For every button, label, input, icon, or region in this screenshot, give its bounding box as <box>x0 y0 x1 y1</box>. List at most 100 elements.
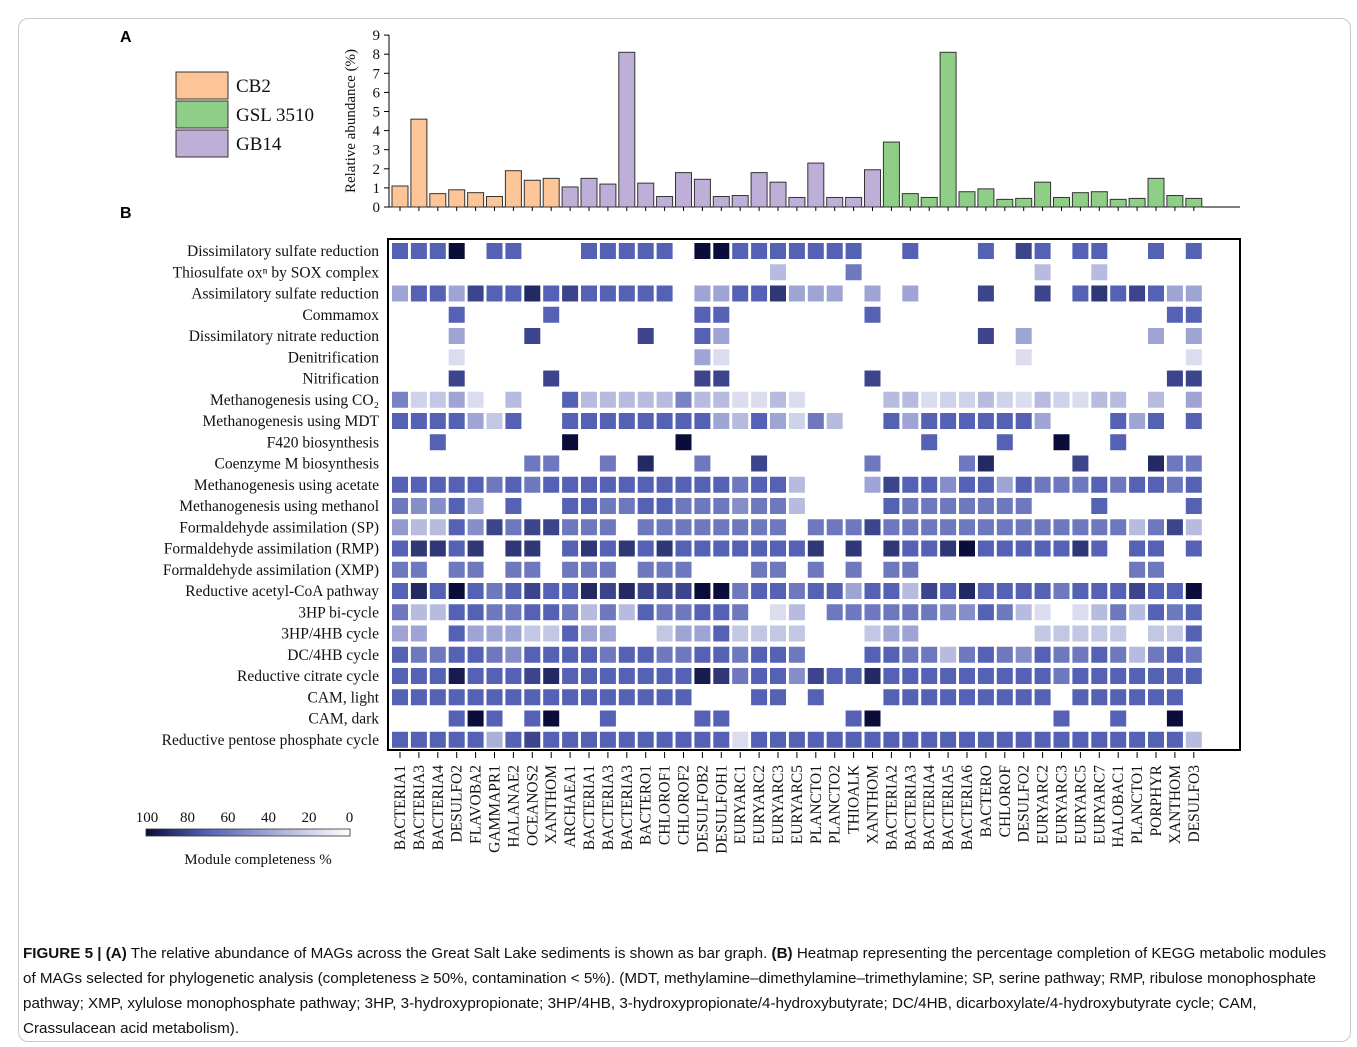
heatmap-cell <box>977 391 994 408</box>
heatmap-cell <box>599 689 616 706</box>
bar-chlorof <box>996 198 1014 208</box>
heatmap-cell <box>543 519 560 536</box>
figure-chart: A B CB2 GSL 3510 GB14 0 1 2 3 4 5 6 7 8 9 Relative abun… <box>120 28 1241 868</box>
legend-swatch <box>175 129 229 158</box>
heatmap-cell <box>959 646 975 663</box>
heatmap-cell <box>732 498 749 514</box>
heatmap-cell <box>694 285 711 302</box>
heatmap-column-label: BACTERIA3 <box>600 765 617 851</box>
heatmap-cell <box>770 476 786 493</box>
heatmap-cell <box>599 646 616 663</box>
heatmap-cell <box>826 285 843 302</box>
heatmap-cell <box>467 519 484 536</box>
heatmap-cell <box>392 625 408 642</box>
heatmap-cell <box>448 583 465 599</box>
heatmap-cell <box>1072 668 1089 684</box>
heatmap-cell <box>807 540 824 557</box>
heatmap-cell <box>1091 646 1108 663</box>
heatmap-cell <box>1166 604 1183 621</box>
heatmap-cell <box>562 498 579 514</box>
heatmap-cell <box>826 731 843 748</box>
heatmap-cell <box>977 243 994 259</box>
heatmap-cell <box>807 689 824 706</box>
heatmap-cell <box>921 604 938 621</box>
heatmap-cell <box>770 646 786 663</box>
panel-label-b: B <box>120 205 132 222</box>
heatmap-cell <box>505 731 522 748</box>
heatmap-cell <box>807 243 824 259</box>
heatmap-cell <box>940 604 957 621</box>
heatmap-cell <box>392 731 408 748</box>
heatmap-cell <box>637 604 654 621</box>
heatmap-cell <box>1129 413 1146 429</box>
bar-plancto1 <box>1128 197 1146 208</box>
heatmap-cell <box>1148 583 1164 599</box>
heatmap-cell <box>1166 519 1183 536</box>
heatmap-cell <box>996 689 1013 706</box>
heatmap-cell <box>392 689 408 706</box>
heatmap-cell <box>1185 583 1202 599</box>
heatmap-column-label: DESULFO2 <box>449 765 466 843</box>
bar-desulfo2 <box>1015 197 1033 208</box>
heatmap-cell <box>505 668 522 684</box>
heatmap-cell <box>637 583 654 599</box>
heatmap-cell <box>788 498 805 514</box>
heatmap-column-label: BACTERO <box>978 765 995 837</box>
heatmap-column-label: DESULFO3 <box>1186 765 1203 843</box>
heatmap-cell <box>770 243 786 259</box>
bar-euryarc3 <box>769 181 787 208</box>
heatmap-cell <box>1091 731 1108 748</box>
heatmap-cell <box>467 710 484 727</box>
heatmap-cell <box>751 243 768 259</box>
heatmap-cell <box>713 519 730 536</box>
heatmap-cell <box>1129 689 1146 706</box>
bar-y-axis-label: Relative abundance (%) <box>343 49 359 193</box>
heatmap-cell <box>429 413 446 429</box>
heatmap-cell <box>807 668 824 684</box>
heatmap-cell <box>599 561 616 578</box>
heatmap-cell <box>694 583 711 599</box>
heatmap-column-label: DESULFOB2 <box>694 765 711 853</box>
heatmap-cell <box>1053 476 1070 493</box>
heatmap-cell <box>864 476 881 493</box>
heatmap-cell <box>599 455 616 472</box>
heatmap-cell <box>1129 540 1146 557</box>
heatmap-cell <box>581 561 597 578</box>
heatmap-cell <box>1129 476 1146 493</box>
heatmap-cell <box>524 668 541 684</box>
heatmap-cell <box>732 540 749 557</box>
heatmap-cell <box>486 413 503 429</box>
heatmap-cell <box>1185 731 1202 748</box>
bar-euryarc2 <box>1034 181 1052 208</box>
heatmap-cell <box>959 583 975 599</box>
heatmap-cell <box>581 583 597 599</box>
heatmap-row-label: Nitrification <box>302 371 379 388</box>
heatmap-cell <box>656 689 673 706</box>
heatmap-cell <box>656 391 673 408</box>
bar-desulfoh1 <box>712 195 730 208</box>
heatmap-cell <box>1148 455 1164 472</box>
heatmap-column-label: EURYARC2 <box>1035 765 1052 844</box>
heatmap-cell <box>562 689 579 706</box>
heatmap-cell <box>1053 710 1070 727</box>
heatmap-cell <box>996 391 1013 408</box>
heatmap-cell <box>467 646 484 663</box>
heatmap-cell <box>618 476 635 493</box>
heatmap-cell <box>1166 306 1183 323</box>
heatmap-cell <box>656 731 673 748</box>
heatmap-cell <box>1110 710 1127 727</box>
heatmap-cell <box>713 710 730 727</box>
heatmap-cell <box>977 285 994 302</box>
heatmap-cell <box>732 646 749 663</box>
heatmap-row-label: Formaldehyde assimilation (SP) <box>179 519 379 536</box>
heatmap-cell <box>656 243 673 259</box>
heatmap-cell <box>524 710 541 727</box>
heatmap-cell <box>1053 668 1070 684</box>
heatmap-cell <box>562 668 579 684</box>
heatmap-column-label: BACTERIA2 <box>883 765 900 850</box>
heatmap-column-label: DESULFO2 <box>1016 765 1033 843</box>
colorbar-tick-label: 40 <box>261 810 276 826</box>
heatmap-cell <box>940 646 957 663</box>
heatmap-cell <box>1072 646 1089 663</box>
heatmap-cell <box>1034 625 1051 642</box>
